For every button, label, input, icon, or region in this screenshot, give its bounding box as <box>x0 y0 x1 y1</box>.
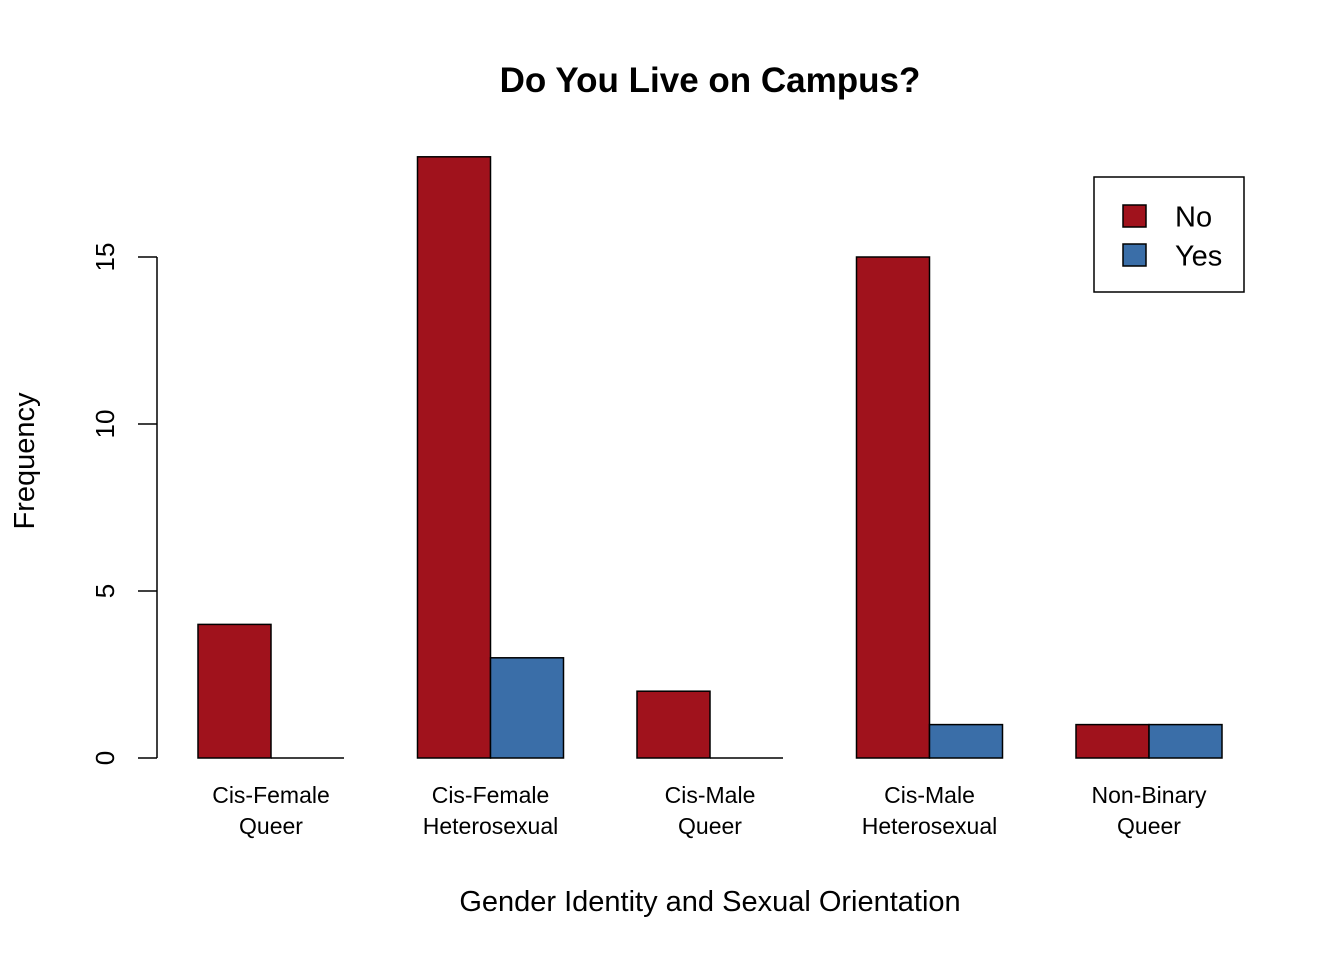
legend-swatch-yes <box>1122 243 1147 267</box>
bars-group <box>197 156 1223 759</box>
y-tick-label: 0 <box>90 751 120 765</box>
bar-no-1 <box>416 156 492 759</box>
x-category-label: Cis-Female <box>432 782 550 808</box>
x-category-label: Queer <box>239 813 303 839</box>
bar-yes-3 <box>928 723 1004 759</box>
x-category-label: Cis-Male <box>665 782 756 808</box>
y-axis: 0 5 10 15 <box>90 243 158 765</box>
bar-no-2 <box>636 690 711 759</box>
bar-no-4 <box>1075 723 1150 759</box>
x-category-label: Cis-Male <box>884 782 975 808</box>
bar-no-0 <box>197 623 272 759</box>
bar-yes-1 <box>489 657 565 759</box>
x-category-label: Non-Binary <box>1091 782 1207 808</box>
x-axis-label: Gender Identity and Sexual Orientation <box>459 886 960 918</box>
y-tick-label: 10 <box>90 410 120 439</box>
x-axis-category-labels: Cis-Female Queer Cis-Female Heterosexual Cis… <box>212 782 1207 839</box>
bar-yes-4 <box>1148 723 1223 759</box>
x-category-label: Cis-Female <box>212 782 330 808</box>
x-category-label: Heterosexual <box>423 813 559 839</box>
legend-swatch-no <box>1122 204 1147 228</box>
legend: No Yes <box>1093 176 1245 293</box>
x-category-label: Queer <box>678 813 742 839</box>
legend-box <box>1093 176 1245 293</box>
x-category-label: Heterosexual <box>862 813 998 839</box>
legend-label-yes: Yes <box>1175 240 1222 272</box>
y-axis-label: Frequency <box>9 392 41 530</box>
bar-no-3 <box>855 256 931 759</box>
chart-title: Do You Live on Campus? <box>500 61 921 100</box>
x-category-label: Queer <box>1117 813 1181 839</box>
y-tick-label: 15 <box>90 243 120 272</box>
y-tick-label: 5 <box>90 584 120 598</box>
legend-label-no: No <box>1175 201 1212 233</box>
